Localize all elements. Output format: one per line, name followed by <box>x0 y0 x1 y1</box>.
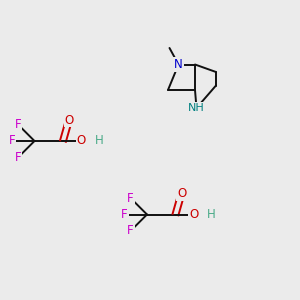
Text: F: F <box>15 118 21 131</box>
Text: F: F <box>9 134 15 148</box>
Text: F: F <box>15 151 21 164</box>
Text: O: O <box>64 113 74 127</box>
Text: O: O <box>76 134 85 148</box>
Text: NH: NH <box>188 103 205 113</box>
Text: F: F <box>127 191 134 205</box>
Text: N: N <box>174 58 183 71</box>
Text: O: O <box>189 208 198 221</box>
Text: H: H <box>94 134 103 148</box>
Text: F: F <box>121 208 128 221</box>
Text: O: O <box>177 187 186 200</box>
Text: F: F <box>127 224 134 238</box>
Text: H: H <box>207 208 216 221</box>
